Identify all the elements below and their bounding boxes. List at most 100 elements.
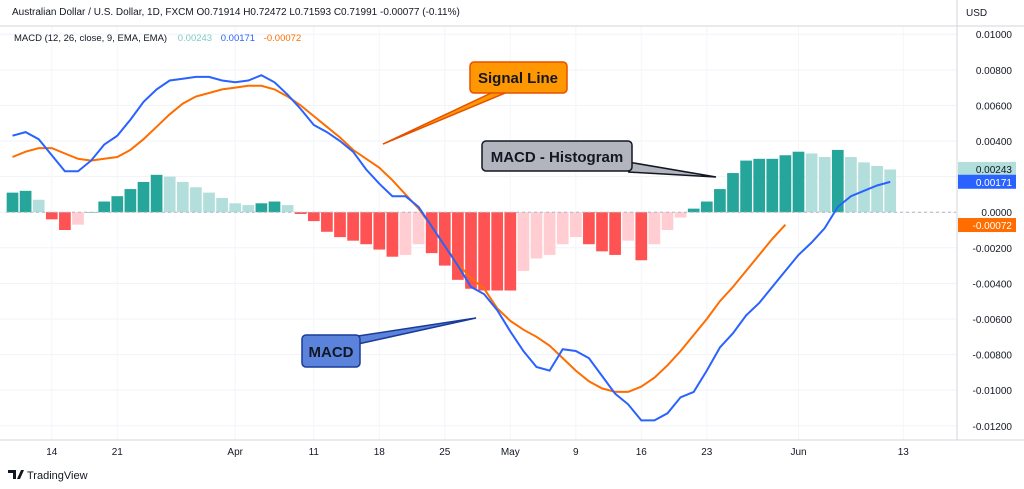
- indicator-value-histogram: 0.00243: [178, 33, 212, 44]
- histogram-bar: [609, 212, 621, 255]
- histogram-bar: [98, 201, 111, 213]
- histogram-bar: [871, 165, 883, 213]
- histogram-bar: [452, 212, 464, 280]
- signal-line-callout-label: Signal Line: [478, 70, 558, 87]
- indicator-title: MACD (12, 26, close, 9, EMA, EMA): [14, 33, 167, 44]
- histogram-bar: [583, 212, 595, 245]
- y-tick-label: 0.00400: [976, 137, 1013, 148]
- histogram-bar: [176, 181, 189, 213]
- signal-value-tag-label: -0.00072: [973, 221, 1013, 232]
- histogram-bar: [556, 212, 569, 245]
- histogram-bar: [124, 189, 137, 213]
- histogram-bar: [307, 212, 320, 222]
- histogram-bar: [347, 212, 359, 241]
- histogram-bar: [203, 192, 215, 213]
- histogram-bar: [111, 196, 124, 213]
- histogram-bar: [661, 212, 674, 230]
- macd-callout: MACD: [301, 317, 477, 368]
- histogram-value-tag-box: [958, 161, 1016, 176]
- x-tick-label: 23: [701, 447, 713, 458]
- time-axis[interactable]: 14 21 Apr 11 18 25 May 9 16 23 Jun 13: [46, 447, 909, 458]
- x-tick-label: 11: [309, 447, 320, 458]
- histogram-bar: [766, 158, 779, 213]
- tradingview-logo-icon: [8, 470, 24, 479]
- histogram-bar: [858, 162, 870, 213]
- histogram-bar: [72, 212, 84, 225]
- signal-line-callout: Signal Line: [382, 61, 568, 145]
- histogram-callout: MACD - Histogram: [481, 140, 717, 178]
- histogram-bar: [59, 212, 71, 230]
- histogram-bar: [517, 212, 530, 271]
- x-tick-label: May: [501, 447, 520, 458]
- signal-value-tag: -0.00072: [958, 218, 1016, 233]
- x-tick-label: Jun: [790, 447, 806, 458]
- histogram-value-tag-label: 0.00243: [976, 165, 1013, 176]
- signal-line-callout-box: [469, 61, 568, 94]
- histogram-bar: [504, 212, 517, 291]
- histogram-bar: [190, 187, 202, 213]
- histogram-bar: [818, 157, 831, 213]
- macd-line-series: [12, 74, 891, 422]
- x-tick-label: 18: [374, 447, 386, 458]
- histogram-bar: [281, 205, 294, 213]
- histogram-bar: [373, 212, 386, 250]
- histogram-callout-box: [481, 140, 633, 172]
- currency-label: USD: [966, 8, 987, 19]
- histogram-bar: [19, 190, 32, 213]
- macd-value-tag-label: 0.00171: [976, 178, 1013, 189]
- indicator-value-macd: 0.00171: [221, 33, 255, 44]
- histogram-bar: [163, 176, 176, 213]
- tradingview-logo[interactable]: TradingView: [8, 470, 88, 482]
- histogram-bar: [831, 149, 844, 213]
- histogram-bar: [465, 212, 477, 289]
- last-value-tags: 0.00243 0.00171 -0.00072: [958, 161, 1016, 233]
- histogram-bar: [386, 212, 399, 257]
- x-tick-label: 16: [636, 447, 648, 458]
- histogram-bar: [334, 212, 346, 238]
- histogram-bar: [687, 208, 700, 213]
- histogram-bar: [6, 192, 19, 213]
- histogram-bar: [268, 201, 281, 213]
- histogram-bar: [438, 212, 451, 266]
- histogram-bar: [255, 203, 268, 213]
- histogram-bar: [845, 157, 857, 213]
- histogram-bar: [779, 155, 792, 213]
- indicator-value-signal: -0.00072: [264, 33, 302, 44]
- histogram-bar: [569, 212, 582, 238]
- histogram-bar: [740, 160, 752, 213]
- y-tick-label: 0.0000: [981, 208, 1012, 219]
- symbol-line: Australian Dollar / U.S. Dollar, 1D, FXC…: [12, 7, 460, 18]
- signal-line-series: [12, 84, 787, 393]
- histogram-bar: [229, 203, 242, 213]
- x-tick-label: 13: [898, 447, 910, 458]
- indicator-name: MACD (12, 26, close, 9, EMA, EMA) 0.0024…: [14, 33, 301, 44]
- histogram-bar: [425, 212, 438, 254]
- y-tick-label: 0.00600: [976, 101, 1013, 112]
- x-tick-label: Apr: [227, 447, 243, 458]
- histogram-bars: [6, 149, 897, 291]
- y-tick-label: -0.00400: [973, 279, 1013, 290]
- y-tick-label: -0.01200: [973, 422, 1013, 433]
- histogram-bar: [45, 212, 58, 220]
- histogram-bar: [884, 169, 897, 213]
- histogram-value-tag: 0.00243: [958, 161, 1016, 176]
- x-tick-label: 25: [439, 447, 451, 458]
- histogram-bar: [137, 181, 150, 213]
- histogram-bar: [360, 212, 373, 245]
- macd-callout-box: [301, 334, 361, 368]
- y-tick-label: 0.00800: [976, 66, 1013, 77]
- histogram-bar: [399, 212, 412, 255]
- histogram-bar: [635, 212, 648, 261]
- y-tick-label: 0.01000: [976, 30, 1013, 41]
- histogram-bar: [700, 201, 713, 213]
- x-tick-label: 9: [573, 447, 579, 458]
- histogram-bar: [648, 212, 661, 245]
- histogram-bar: [242, 205, 255, 213]
- histogram-bar: [674, 212, 687, 218]
- macd-value-tag-box: [958, 174, 1016, 189]
- histogram-bar: [805, 153, 818, 213]
- histogram-callout-label: MACD - Histogram: [491, 149, 624, 166]
- histogram-bar: [792, 151, 805, 213]
- histogram-bar: [491, 212, 504, 291]
